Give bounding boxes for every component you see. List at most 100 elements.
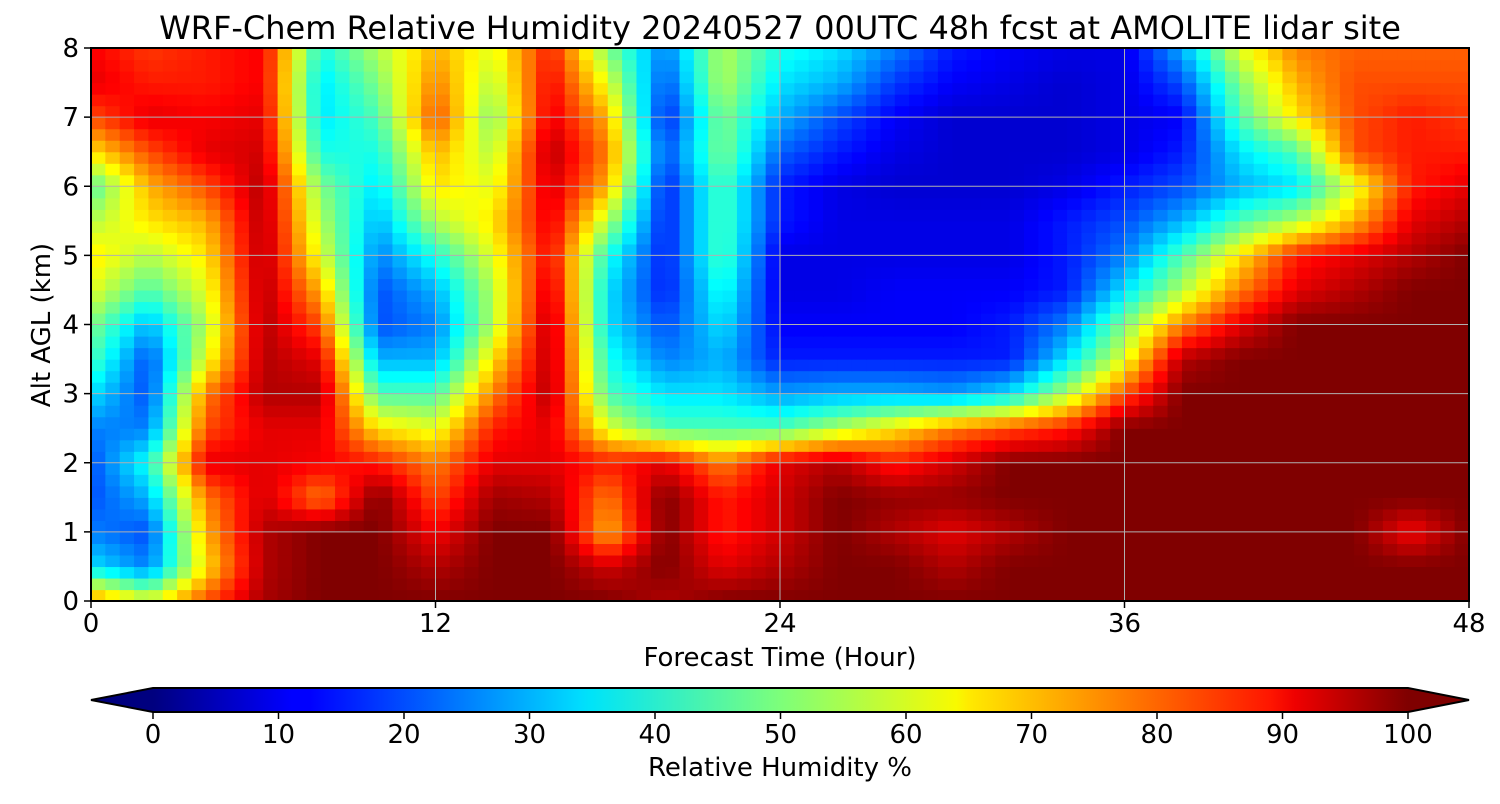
heat-cell — [708, 197, 724, 210]
heat-cell — [105, 577, 121, 591]
heat-cell — [277, 439, 293, 452]
heat-cell — [421, 359, 437, 372]
heat-cell — [306, 577, 322, 591]
heat-cell — [550, 428, 566, 441]
heat-cell — [105, 543, 121, 556]
heat-cell — [607, 174, 623, 187]
heat-cell — [349, 255, 365, 268]
heat-cell — [1440, 439, 1456, 452]
heat-cell — [1296, 312, 1312, 326]
heat-cell — [148, 186, 164, 199]
heat-cell — [650, 71, 666, 84]
heat-cell — [492, 243, 508, 256]
heat-cell — [823, 416, 839, 429]
heat-cell — [1382, 232, 1398, 245]
heat-cell — [1339, 128, 1355, 141]
heat-cell — [679, 428, 695, 441]
heat-cell — [780, 266, 795, 280]
heat-cell — [1454, 439, 1469, 452]
heat-cell — [535, 59, 551, 72]
heat-cell — [406, 566, 422, 579]
heat-cell — [1224, 577, 1240, 591]
heat-cell — [148, 243, 164, 256]
heat-cell — [1454, 324, 1469, 337]
colorbar-ticks: 0 10 20 30 40 50 60 70 80 90 100 — [145, 712, 1433, 750]
heat-cell — [1024, 220, 1039, 233]
heat-cell — [464, 220, 480, 233]
heat-cell — [119, 94, 135, 107]
heat-cell — [464, 416, 480, 429]
heat-cell — [335, 312, 350, 326]
heat-cell — [622, 59, 638, 72]
heat-cell — [980, 117, 996, 130]
heat-cell — [378, 82, 394, 95]
heat-cell — [851, 543, 867, 556]
heat-cell — [966, 232, 982, 245]
heat-cell — [521, 405, 537, 418]
heat-cell — [1167, 220, 1183, 233]
heat-cell — [693, 232, 709, 245]
heat-cell — [564, 312, 580, 326]
heat-cell — [1052, 336, 1068, 349]
heat-cell — [1454, 301, 1469, 314]
heat-cell — [162, 289, 178, 303]
heat-cell — [607, 312, 623, 326]
heat-cell — [1454, 531, 1469, 544]
heat-cell — [478, 531, 494, 544]
heat-cell — [1339, 566, 1355, 579]
heat-cell — [1167, 554, 1183, 568]
heat-cell — [894, 289, 910, 303]
heat-cell — [1138, 59, 1154, 72]
heat-cell — [1268, 485, 1283, 498]
heat-cell — [1425, 71, 1441, 84]
heat-cell — [1296, 359, 1312, 372]
heat-cell — [1153, 531, 1169, 544]
heat-cell — [177, 497, 193, 510]
heat-cell — [1095, 128, 1111, 141]
heat-cell — [119, 105, 135, 118]
heat-cell — [105, 382, 121, 395]
heat-cell — [1397, 393, 1413, 406]
heat-cell — [535, 278, 551, 291]
heat-cell — [177, 393, 193, 406]
heat-cell — [335, 209, 350, 222]
heat-cell — [148, 197, 164, 210]
heat-cell — [1081, 278, 1097, 291]
heat-cell — [550, 289, 566, 303]
heat-cell — [851, 82, 867, 95]
heat-cell — [1009, 497, 1025, 510]
heat-cell — [995, 59, 1011, 72]
heat-cell — [1024, 163, 1039, 176]
heat-cell — [636, 59, 652, 72]
heat-cell — [220, 209, 236, 222]
heat-cell — [1425, 128, 1441, 141]
heat-cell — [119, 289, 135, 303]
heat-cell — [794, 186, 810, 199]
heat-cell — [995, 531, 1011, 544]
heat-cell — [1009, 382, 1025, 395]
heat-cell — [1440, 497, 1456, 510]
heat-cell — [191, 520, 207, 533]
heat-cell — [550, 416, 566, 429]
heat-cell — [205, 554, 221, 568]
heat-cell — [1382, 197, 1398, 210]
heat-cell — [392, 347, 408, 360]
heat-cell — [205, 59, 221, 72]
heat-cell — [579, 82, 594, 95]
heat-cell — [263, 105, 279, 118]
heat-cell — [1354, 382, 1370, 395]
heat-cell — [119, 428, 135, 441]
heat-cell — [449, 566, 465, 579]
heat-cell — [966, 209, 982, 222]
heat-cell — [1181, 278, 1197, 291]
heat-cell — [1196, 186, 1212, 199]
heat-cell — [162, 301, 178, 314]
heat-cell — [736, 197, 752, 210]
heat-cell — [1440, 589, 1456, 601]
heat-cell — [421, 266, 437, 280]
heat-cell — [349, 232, 365, 245]
heat-cell — [794, 312, 810, 326]
heat-cell — [291, 336, 307, 349]
heat-cell — [1411, 370, 1427, 383]
heat-cell — [1081, 140, 1097, 153]
